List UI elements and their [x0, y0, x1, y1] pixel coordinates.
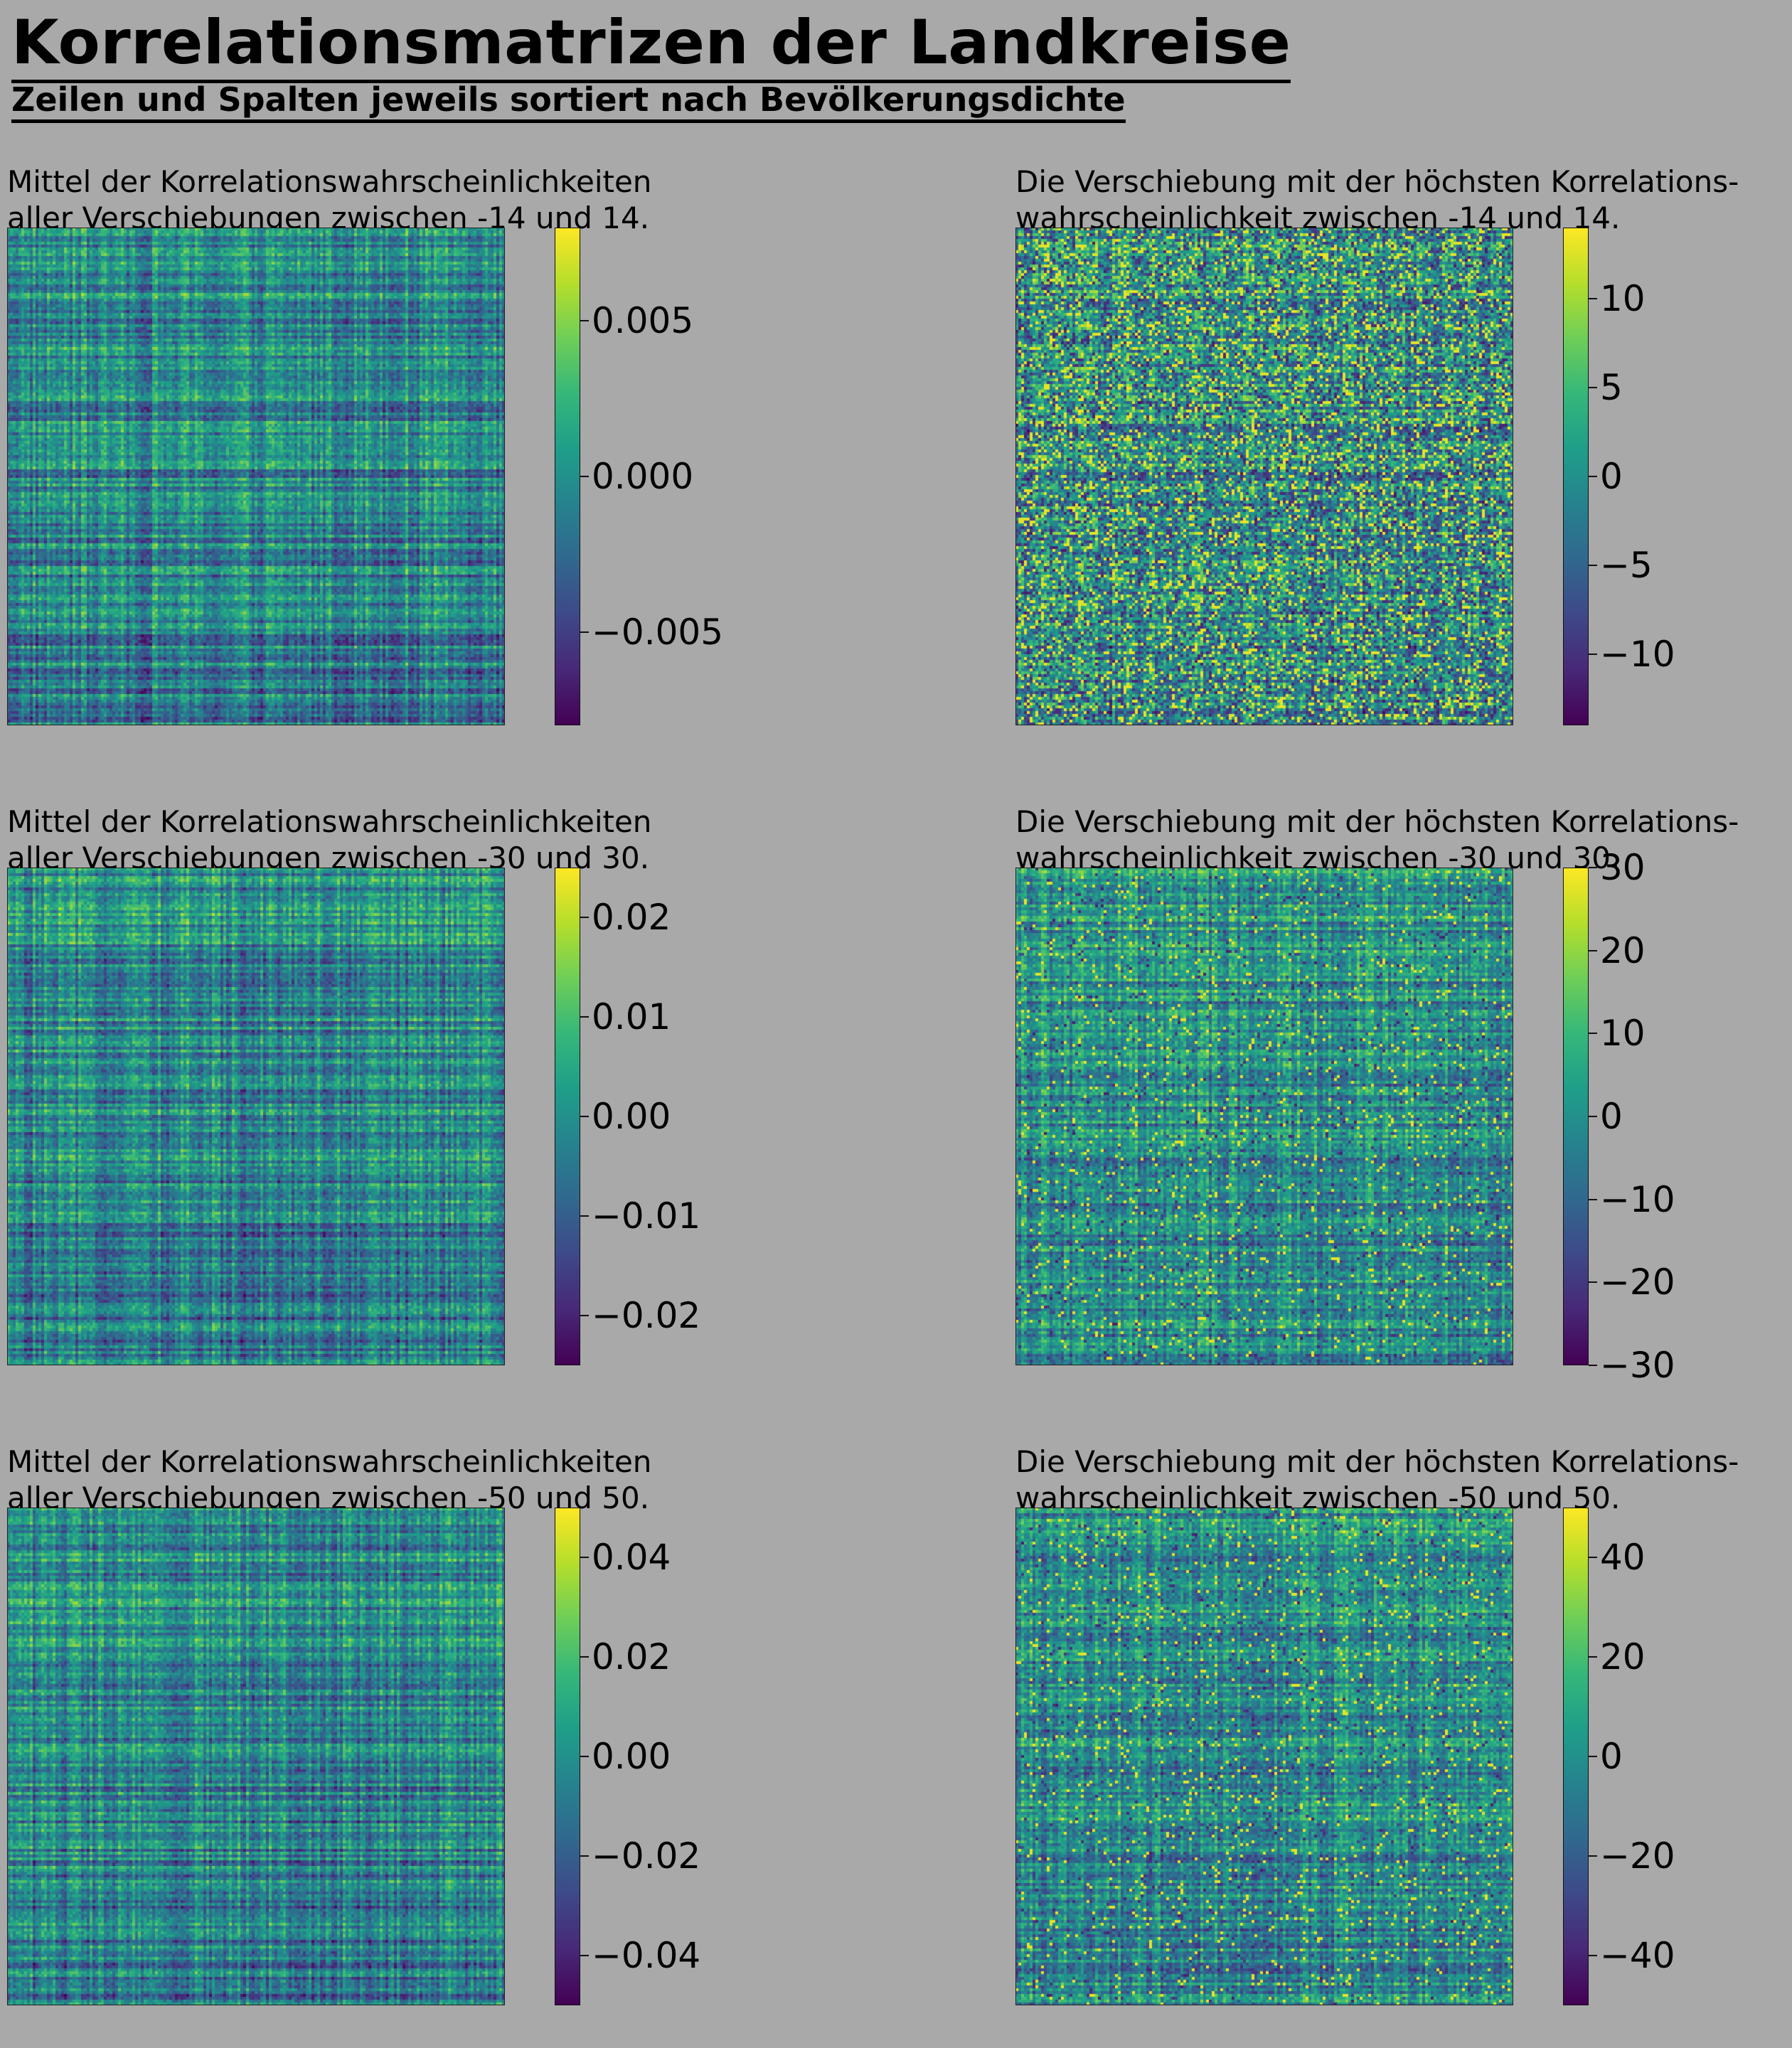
colorbar-tick-label: 0.00: [592, 1736, 671, 1777]
colorbar-tick-label: −0.02: [592, 1295, 701, 1336]
colorbar-tick: [580, 1756, 589, 1757]
heatmap-canvas: [7, 228, 505, 725]
heatmap: [7, 1508, 505, 2005]
colorbar-tick: [580, 1855, 589, 1857]
colorbar-tick-label: 0: [1600, 1096, 1623, 1137]
colorbar-tick: [1589, 1855, 1597, 1857]
colorbar-tick: [1589, 1198, 1597, 1200]
colorbar-tick: [1589, 1656, 1597, 1658]
colorbar-tick-label: −40: [1600, 1935, 1675, 1976]
heatmap: [7, 228, 505, 725]
colorbar-tick: [1589, 1281, 1597, 1284]
heatmap-canvas: [1015, 868, 1513, 1365]
chart-panel-shift-50: Die Verschiebung mit der höchsten Korrel…: [1008, 1444, 1792, 2041]
chart-title: Mittel der Korrelationswahrscheinlichkei…: [7, 1444, 652, 1515]
colorbar: [555, 228, 580, 725]
colorbar-tick: [580, 917, 589, 918]
heatmap: [1015, 1508, 1513, 2005]
colorbar-tick: [1589, 298, 1597, 299]
colorbar-tick-label: 40: [1600, 1537, 1646, 1578]
colorbar: [1563, 1508, 1589, 2005]
colorbar-tick: [580, 1955, 589, 1956]
colorbar-tick-label: 10: [1600, 278, 1646, 319]
colorbar-tick: [1589, 1365, 1597, 1366]
colorbar-tick: [1589, 654, 1597, 655]
colorbar-tick-label: 0.01: [592, 996, 671, 1038]
colorbar-tick: [580, 1315, 589, 1316]
colorbar-tick-label: 0: [1600, 456, 1623, 497]
colorbar-tick: [1589, 565, 1597, 566]
colorbar-tick: [1589, 867, 1597, 868]
colorbar-tick: [580, 1656, 589, 1658]
colorbar-tick: [580, 1215, 589, 1217]
colorbar-tick-label: −20: [1600, 1262, 1675, 1303]
colorbar-tick: [1589, 1756, 1597, 1757]
colorbar-tick-label: 5: [1600, 367, 1623, 408]
colorbar-tick-label: 0.04: [592, 1537, 671, 1578]
heatmap-canvas: [1015, 228, 1513, 725]
colorbar-tick-label: 0.02: [592, 897, 671, 938]
colorbar-tick-label: −30: [1600, 1345, 1675, 1386]
chart-title: Die Verschiebung mit der höchsten Korrel…: [1015, 164, 1739, 235]
colorbar-tick-label: 0.005: [592, 300, 694, 342]
colorbar-tick: [1589, 476, 1597, 477]
colorbar-tick-label: 30: [1600, 847, 1646, 888]
colorbar-tick: [1589, 1557, 1597, 1558]
colorbar-tick-label: 20: [1600, 1636, 1646, 1678]
colorbar-tick-label: −10: [1600, 634, 1675, 675]
colorbar-tick: [580, 631, 589, 633]
colorbar-tick-label: −0.04: [592, 1935, 701, 1976]
colorbar-tick-label: −0.005: [592, 611, 724, 653]
chart-title: Mittel der Korrelationswahrscheinlichkei…: [7, 164, 652, 235]
colorbar-tick: [1589, 387, 1597, 388]
colorbar: [555, 868, 580, 1365]
colorbar-tick-label: −20: [1600, 1835, 1675, 1877]
chart-title: Mittel der Korrelationswahrscheinlichkei…: [7, 804, 652, 875]
colorbar-tick: [580, 1016, 589, 1018]
chart-panel-mean-30: Mittel der Korrelationswahrscheinlichkei…: [0, 804, 882, 1401]
chart-title: Die Verschiebung mit der höchsten Korrel…: [1015, 1444, 1739, 1515]
colorbar-tick: [580, 320, 589, 322]
colorbar: [1563, 868, 1589, 1365]
colorbar-tick-label: 0.02: [592, 1636, 671, 1678]
colorbar-tick-label: 0: [1600, 1736, 1623, 1777]
colorbar: [555, 1508, 580, 2005]
colorbar-tick-label: −10: [1600, 1178, 1675, 1220]
colorbar-tick-label: 0.00: [592, 1096, 671, 1137]
colorbar-tick: [1589, 949, 1597, 951]
colorbar-tick: [580, 1116, 589, 1117]
chart-panel-shift-14: Die Verschiebung mit der höchsten Korrel…: [1008, 164, 1792, 761]
heatmap: [1015, 228, 1513, 725]
heatmap: [1015, 868, 1513, 1365]
chart-panel-shift-30: Die Verschiebung mit der höchsten Korrel…: [1008, 804, 1792, 1401]
colorbar-tick: [1589, 1955, 1597, 1956]
colorbar-tick-label: −0.02: [592, 1835, 701, 1877]
colorbar-tick-label: 20: [1600, 929, 1646, 971]
heatmap-canvas: [7, 868, 505, 1365]
heatmap-canvas: [1015, 1508, 1513, 2005]
colorbar-tick: [1589, 1033, 1597, 1035]
colorbar-tick-label: 10: [1600, 1013, 1646, 1055]
heatmap: [7, 868, 505, 1365]
chart-panel-mean-14: Mittel der Korrelationswahrscheinlichkei…: [0, 164, 882, 761]
colorbar-tick-label: −5: [1600, 545, 1653, 586]
chart-panel-mean-50: Mittel der Korrelationswahrscheinlichkei…: [0, 1444, 882, 2041]
colorbar-tick: [580, 476, 589, 477]
colorbar: [1563, 228, 1589, 725]
heatmap-canvas: [7, 1508, 505, 2005]
colorbar-tick: [1589, 1116, 1597, 1117]
colorbar-tick: [580, 1557, 589, 1558]
colorbar-tick-label: −0.01: [592, 1195, 701, 1237]
colorbar-tick-label: 0.000: [592, 456, 694, 497]
page-subtitle: Zeilen und Spalten jeweils sortiert nach…: [11, 80, 1126, 123]
page-title: Korrelationsmatrizen der Landkreise: [11, 6, 1291, 83]
